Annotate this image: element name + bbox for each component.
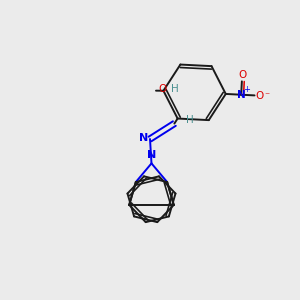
Text: N: N [139,133,148,142]
Text: N: N [147,150,156,160]
Text: O: O [158,85,166,94]
Text: O: O [238,70,246,80]
Text: O: O [256,91,264,101]
Text: H: H [171,85,178,94]
Text: +: + [243,85,250,94]
Text: N: N [237,90,246,100]
Text: H: H [186,115,194,125]
Text: ⁻: ⁻ [264,91,269,101]
